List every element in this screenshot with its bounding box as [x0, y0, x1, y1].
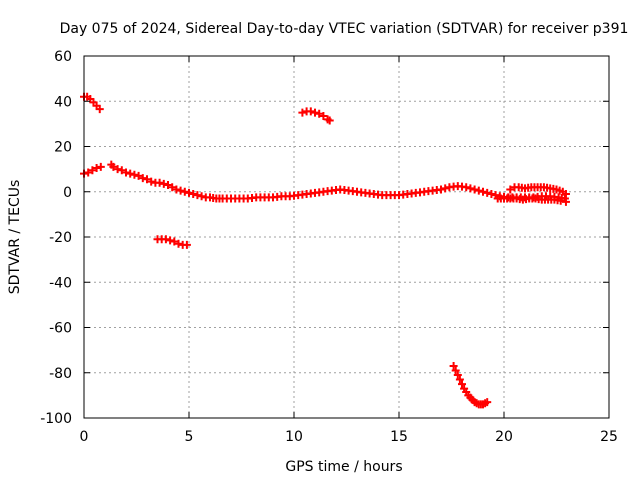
series-trace-main-2 — [107, 160, 569, 203]
data-point — [166, 236, 175, 245]
data-point — [298, 108, 307, 117]
x-tick-label: 25 — [600, 429, 618, 445]
y-axis-title: SDTVAR / TECUs — [7, 180, 23, 295]
y-tick-label: 60 — [54, 49, 72, 65]
y-tick-label: -80 — [49, 366, 72, 382]
series-trace-high-start — [80, 92, 104, 114]
data-point — [561, 197, 570, 206]
series-trace-low — [449, 361, 492, 409]
data-point — [462, 183, 471, 192]
series-trace-late-lower — [493, 194, 570, 206]
y-tick-label: 0 — [63, 185, 72, 201]
x-tick-label: 15 — [390, 429, 408, 445]
grid-layer — [84, 56, 609, 418]
data-point — [138, 174, 147, 183]
y-tick-label: -100 — [40, 411, 72, 427]
data-point — [143, 175, 151, 184]
data-point — [449, 361, 458, 370]
y-tick-label: 40 — [54, 94, 72, 110]
data-point — [126, 169, 135, 178]
data-point — [159, 179, 168, 188]
data-point — [92, 163, 101, 172]
data-point — [170, 237, 179, 246]
chart-title: Day 075 of 2024, Sidereal Day-to-day VTE… — [60, 21, 629, 37]
data-point — [453, 371, 462, 380]
data-point — [122, 168, 130, 177]
y-tick-label: -40 — [49, 275, 72, 291]
data-point — [168, 183, 177, 192]
x-axis-title: GPS time / hours — [285, 459, 402, 475]
data-point — [455, 375, 464, 384]
tick-layer: 0 5 10 15 20 25 -100 -80 -60 -40 -20 0 20 40 60 — [40, 49, 618, 445]
data-point — [84, 168, 93, 177]
data-point — [113, 165, 122, 174]
data-point — [147, 177, 156, 186]
data-point — [506, 185, 515, 194]
data-point — [483, 398, 492, 407]
series-layer — [80, 92, 570, 409]
data-point — [197, 192, 206, 201]
data-point — [474, 186, 483, 195]
data-point — [109, 162, 118, 171]
data-point — [325, 116, 334, 125]
data-point — [315, 109, 324, 118]
data-point — [189, 190, 198, 199]
data-point — [117, 166, 126, 175]
data-point — [437, 185, 445, 194]
data-point — [483, 188, 492, 197]
data-point — [130, 170, 139, 179]
x-tick-label: 0 — [80, 429, 89, 445]
data-point — [458, 380, 466, 389]
series-trace-late-upper — [506, 183, 570, 199]
y-tick-label: 20 — [54, 140, 72, 156]
data-point — [134, 171, 143, 180]
y-tick-label: -60 — [49, 321, 72, 337]
data-point — [176, 186, 185, 195]
data-point — [164, 180, 172, 189]
data-point — [487, 190, 496, 199]
data-point — [182, 240, 191, 249]
data-point — [311, 108, 319, 117]
data-point — [155, 178, 164, 187]
y-tick-label: -20 — [49, 230, 72, 246]
data-point — [470, 185, 479, 194]
data-point — [319, 111, 328, 120]
x-tick-label: 10 — [285, 429, 303, 445]
data-point — [561, 190, 570, 199]
data-point — [479, 187, 487, 196]
data-point — [96, 162, 105, 171]
data-point — [451, 366, 460, 375]
data-point — [161, 235, 170, 244]
data-point — [172, 185, 181, 194]
data-point — [185, 188, 193, 197]
data-point — [306, 107, 315, 116]
data-point — [441, 184, 450, 193]
data-point — [174, 239, 183, 248]
series-trace-high-mid — [298, 107, 334, 125]
data-point — [556, 196, 565, 205]
data-point — [466, 184, 475, 193]
x-tick-label: 5 — [185, 429, 194, 445]
data-point — [193, 191, 202, 200]
data-point — [180, 187, 189, 196]
x-tick-label: 20 — [495, 429, 513, 445]
data-point — [95, 105, 104, 114]
series-trace-neg-20 — [153, 235, 191, 249]
data-point — [88, 166, 97, 175]
